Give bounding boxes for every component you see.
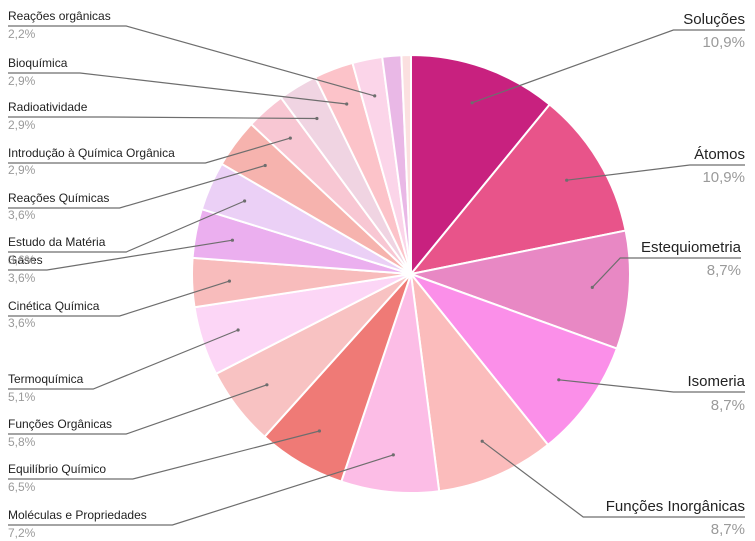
leader-anchor-dot [391, 453, 395, 457]
slice-percent: 8,7% [711, 397, 745, 414]
leader-anchor-dot [557, 378, 561, 382]
pie-slice [407, 271, 619, 447]
leader-line [8, 137, 291, 164]
slice-label: Funções Orgânicas [8, 417, 112, 431]
leader-line [8, 164, 266, 209]
slice-percent: 6,5% [8, 480, 36, 494]
pie-slice [400, 53, 412, 275]
leader-anchor-dot [590, 285, 594, 289]
leader-line [8, 430, 320, 480]
slice-label: Equilíbrio Químico [8, 462, 106, 476]
slice-percent: 3,6% [8, 208, 36, 222]
leader-anchor-dot [288, 136, 292, 140]
pie-slices [191, 53, 631, 494]
slice-percent: 10,9% [702, 34, 745, 51]
leader-anchor-dot [265, 383, 269, 387]
slice-label: Gases [8, 253, 43, 267]
slice-percent: 8,7% [711, 521, 745, 538]
leader-line [566, 164, 745, 181]
slice-percent: 7,2% [8, 526, 36, 540]
leader-anchor-dot [480, 439, 484, 443]
pie-slice [409, 270, 550, 493]
slice-label: Estudo da Matéria [8, 235, 106, 249]
leader-anchor-dot [470, 101, 474, 105]
slice-percent: 3,6% [8, 316, 36, 330]
slice-label: Cinética Química [8, 299, 100, 313]
slice-label: Bioquímica [8, 56, 68, 70]
slice-percent: 2,9% [8, 163, 36, 177]
slice-percent: 2,9% [8, 118, 36, 132]
leader-line [471, 29, 745, 104]
slice-label: Moléculas e Propriedades [8, 508, 147, 522]
leader-anchor-dot [565, 178, 569, 182]
slice-label: Radioatividade [8, 100, 88, 114]
leader-anchor-dot [236, 328, 240, 332]
slice-label: Átomos [694, 146, 745, 163]
leader-line [8, 329, 239, 390]
leader-anchor-dot [263, 163, 267, 168]
slice-percent: 3,6% [8, 271, 36, 285]
leader-line [8, 72, 347, 105]
leader-line [8, 116, 317, 120]
leader-anchor-dot [373, 94, 377, 98]
slice-label: Soluções [683, 11, 745, 28]
leader-anchor-dot [345, 102, 349, 106]
slice-label: Reações Químicas [8, 191, 109, 205]
pie-slice [410, 53, 552, 277]
slice-label: Estequiometria [641, 239, 742, 256]
leader-anchor-dot [243, 199, 247, 203]
leader-line [591, 257, 741, 288]
slice-percent: 2,9% [8, 74, 36, 88]
slice-label: Reações orgânicas [8, 9, 111, 23]
slice-percent: 3,6% [8, 253, 36, 267]
slice-label: Isomeria [687, 373, 745, 390]
slice-percent: 8,7% [707, 262, 741, 279]
leader-line [8, 25, 375, 97]
slice-label: Funções Inorgânicas [606, 498, 745, 515]
slice-percent: 10,9% [702, 169, 745, 186]
leader-anchor-dot [315, 116, 319, 121]
leader-line [8, 200, 245, 253]
leader-line [8, 239, 233, 271]
slice-label: Termoquímica [8, 372, 84, 386]
slice-percent: 5,1% [8, 390, 36, 404]
leader-line [558, 379, 745, 393]
pie-slice [407, 229, 631, 350]
leader-line [8, 384, 268, 435]
slice-labels: Soluções 10,9% Átomos 10,9% Estequiometria 8,… [8, 9, 746, 540]
slice-percent: 5,8% [8, 435, 36, 449]
slice-percent: 2,2% [8, 27, 36, 41]
pie-slice [340, 273, 441, 494]
leader-line [8, 280, 230, 317]
pie-slice [408, 103, 627, 276]
leader-line [8, 454, 394, 526]
leader-anchor-dot [227, 279, 231, 283]
leader-lines [8, 25, 745, 526]
slice-label: Introdução à Química Orgânica [8, 146, 175, 160]
leader-anchor-dot [317, 429, 321, 433]
leader-line [481, 440, 745, 518]
leader-anchor-dot [230, 238, 234, 242]
